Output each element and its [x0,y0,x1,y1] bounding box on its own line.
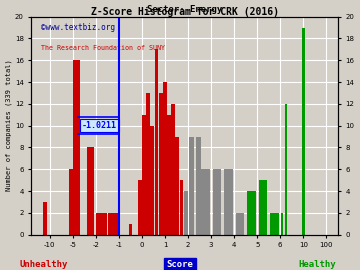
Bar [213,169,221,235]
Bar [90,147,94,235]
Bar [259,180,267,235]
Bar [167,115,171,235]
Bar [96,213,107,235]
Bar [159,93,163,235]
Bar [163,82,167,235]
Bar [189,137,194,235]
Bar [43,202,48,235]
Bar [247,191,256,235]
Bar [68,169,73,235]
Bar [171,104,175,235]
Bar [302,28,305,235]
Text: Healthy: Healthy [298,260,336,269]
Text: -1.0211: -1.0211 [82,121,117,130]
Title: Z-Score Histogram for CRK (2016): Z-Score Histogram for CRK (2016) [91,6,279,17]
Bar [130,224,131,235]
Bar [108,213,118,235]
Bar [142,115,146,235]
Bar [270,213,279,235]
Y-axis label: Number of companies (339 total): Number of companies (339 total) [5,60,12,191]
Bar [236,213,244,235]
Bar [196,137,201,235]
Bar [201,169,210,235]
Bar [155,49,158,235]
Text: ©www.textbiz.org: ©www.textbiz.org [41,23,115,32]
Text: The Research Foundation of SUNY: The Research Foundation of SUNY [41,45,165,51]
Bar [280,213,283,235]
Bar [150,126,154,235]
Text: Unhealthy: Unhealthy [19,260,67,269]
Text: Score: Score [167,260,193,269]
Bar [147,93,150,235]
Bar [285,104,287,235]
Bar [86,147,90,235]
Bar [224,169,233,235]
Bar [180,180,183,235]
Bar [138,180,141,235]
Bar [73,60,80,235]
Bar [175,137,179,235]
Text: Sector: Energy: Sector: Energy [147,5,222,15]
Bar [184,191,188,235]
